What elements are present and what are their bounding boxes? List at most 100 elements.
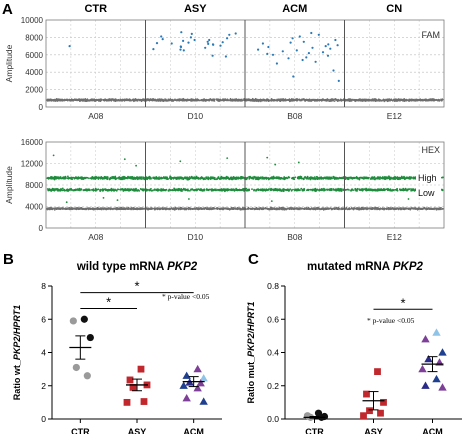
droplet — [288, 98, 291, 101]
droplet — [81, 207, 83, 210]
droplet — [398, 99, 401, 102]
droplet — [124, 99, 126, 101]
droplet-positive — [266, 52, 269, 56]
droplet — [370, 100, 372, 102]
droplet — [176, 207, 179, 209]
droplet — [403, 207, 405, 210]
droplet — [314, 99, 316, 101]
droplet-positive — [207, 42, 210, 46]
droplet — [153, 208, 156, 210]
droplet — [231, 99, 233, 101]
droplet — [383, 98, 385, 101]
fam-y-axis-title: Amplitude — [4, 44, 14, 82]
droplet — [294, 176, 297, 179]
droplet — [303, 99, 306, 101]
droplet — [180, 99, 182, 101]
droplet — [188, 99, 190, 101]
droplet — [389, 99, 391, 102]
droplet — [388, 98, 391, 100]
well-label: B08 — [287, 111, 302, 121]
droplet — [228, 208, 231, 210]
droplet — [410, 208, 412, 210]
panel-letter-b: B — [3, 251, 14, 268]
droplet — [425, 208, 428, 211]
droplet — [179, 208, 182, 210]
droplet — [377, 98, 380, 100]
droplet — [400, 208, 403, 210]
droplet — [437, 99, 440, 102]
droplet — [258, 177, 261, 179]
droplet — [68, 206, 70, 209]
droplet — [294, 98, 296, 101]
droplet — [438, 208, 440, 210]
droplet — [265, 99, 268, 102]
droplet — [397, 98, 400, 101]
droplet — [427, 207, 430, 209]
droplet — [322, 99, 325, 101]
droplet — [211, 99, 214, 101]
droplet — [185, 208, 188, 210]
droplet — [136, 99, 138, 101]
droplet — [98, 208, 101, 210]
droplet — [77, 98, 80, 101]
y-tick-label: 0 — [39, 103, 44, 112]
droplet — [250, 208, 253, 210]
group-label: ASY — [184, 3, 207, 15]
droplet — [140, 208, 142, 210]
droplet — [433, 98, 435, 101]
droplet — [46, 208, 48, 210]
droplet — [397, 207, 400, 210]
droplet — [265, 98, 268, 100]
droplet — [133, 98, 135, 101]
droplet — [204, 100, 207, 102]
droplet — [274, 99, 276, 101]
droplet — [219, 99, 222, 102]
droplet — [222, 207, 225, 210]
droplet — [316, 176, 319, 179]
droplet — [77, 207, 80, 209]
droplet — [364, 99, 366, 101]
fam-well-labels: A08 D10 B08 E12 — [88, 111, 402, 121]
droplet — [373, 207, 376, 209]
droplet — [138, 207, 141, 210]
droplet — [160, 98, 162, 101]
droplet-positive — [161, 38, 164, 41]
droplet — [394, 207, 396, 209]
droplet — [112, 207, 115, 210]
droplet — [285, 208, 287, 210]
y-tick-label: 10000 — [21, 16, 44, 25]
droplet — [100, 207, 103, 210]
droplet-positive — [336, 44, 339, 47]
droplet-positive — [305, 56, 308, 59]
droplet — [60, 207, 62, 210]
droplet — [192, 208, 194, 210]
droplet — [321, 208, 324, 210]
droplet — [285, 99, 288, 102]
droplet — [170, 207, 173, 209]
droplet — [262, 208, 265, 210]
y-tick-label: 2000 — [25, 86, 43, 95]
well-label: E12 — [387, 111, 402, 121]
droplet — [366, 99, 369, 101]
droplet — [125, 177, 128, 180]
droplet — [263, 98, 265, 101]
droplet — [290, 98, 292, 101]
droplet — [362, 100, 364, 102]
droplet — [316, 207, 318, 209]
droplet — [52, 99, 55, 101]
group-labels: CTR ASY ACM CN — [84, 3, 402, 15]
droplet — [323, 208, 326, 210]
droplet — [95, 98, 98, 101]
droplet — [197, 207, 199, 209]
droplet-positive — [190, 32, 193, 36]
droplet — [174, 99, 176, 101]
droplet — [274, 208, 277, 210]
droplet — [254, 97, 257, 100]
droplet — [441, 98, 444, 100]
droplet — [57, 98, 60, 101]
droplet-positive — [212, 43, 215, 46]
droplet — [263, 100, 266, 102]
droplet — [284, 99, 287, 102]
droplet — [155, 99, 157, 102]
